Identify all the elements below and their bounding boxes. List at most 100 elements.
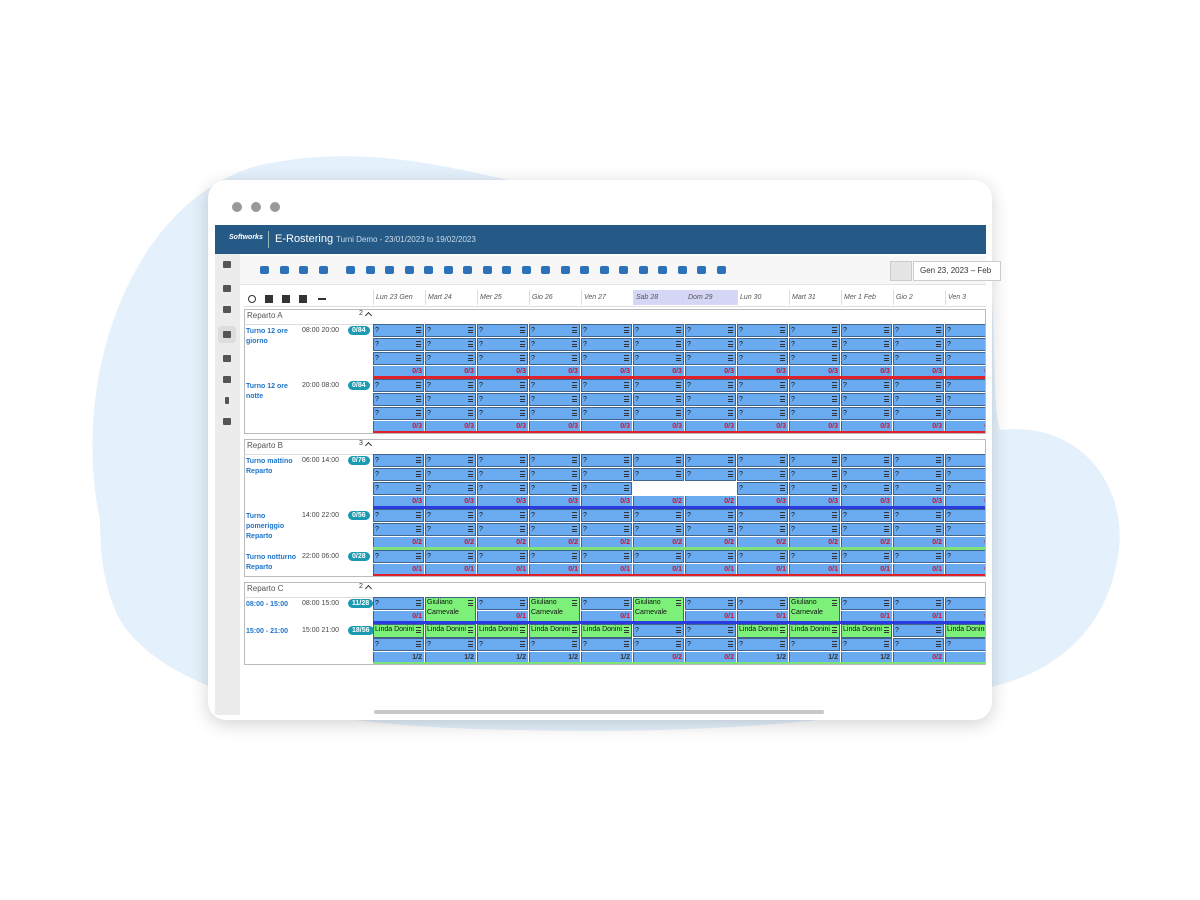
- toolbar-button[interactable]: [346, 266, 355, 274]
- cell-menu[interactable]: [416, 341, 421, 347]
- cell-menu[interactable]: [624, 457, 629, 463]
- roster-cell[interactable]: ?: [841, 352, 892, 365]
- roster-cell[interactable]: ?: [581, 324, 632, 337]
- roster-cell[interactable]: ?: [633, 454, 684, 467]
- cell-menu[interactable]: [728, 396, 733, 402]
- roster-cell[interactable]: ?: [633, 338, 684, 351]
- cell-menu[interactable]: [780, 396, 785, 402]
- roster-cell[interactable]: Linda Donini: [789, 624, 840, 638]
- roster-cell[interactable]: ?: [685, 597, 736, 610]
- cell-menu[interactable]: [416, 641, 421, 647]
- calendar-button[interactable]: [890, 261, 912, 281]
- cell-menu[interactable]: [624, 512, 629, 518]
- cell-menu[interactable]: [832, 471, 837, 477]
- cell-menu[interactable]: [520, 355, 525, 361]
- cell-menu[interactable]: [936, 627, 941, 633]
- roster-cell[interactable]: ?: [477, 638, 528, 651]
- roster-cell[interactable]: ?: [789, 324, 840, 337]
- toolbar-button[interactable]: [521, 266, 531, 274]
- roster-cell[interactable]: Linda Donini: [477, 624, 528, 638]
- roster-cell[interactable]: ?: [373, 638, 424, 651]
- cell-menu[interactable]: [884, 526, 889, 532]
- roster-cell[interactable]: ?: [477, 338, 528, 351]
- roster-cell[interactable]: ?: [581, 597, 632, 610]
- roster-cell[interactable]: ?: [893, 482, 944, 495]
- roster-cell[interactable]: ?: [737, 379, 788, 392]
- roster-cell[interactable]: ?: [893, 509, 944, 522]
- cell-menu[interactable]: [416, 327, 421, 333]
- cell-menu[interactable]: [728, 382, 733, 388]
- cell-menu[interactable]: [936, 341, 941, 347]
- roster-cell[interactable]: ?: [529, 454, 580, 467]
- cell-menu[interactable]: [936, 396, 941, 402]
- roster-cell[interactable]: ?: [737, 468, 788, 481]
- toolbar-button[interactable]: [658, 266, 667, 274]
- cell-menu[interactable]: [832, 553, 837, 559]
- toolbar-button[interactable]: [385, 266, 394, 274]
- roster-cell[interactable]: ?: [737, 393, 788, 406]
- roster-cell[interactable]: ?: [945, 468, 986, 481]
- cell-menu[interactable]: [936, 410, 941, 416]
- roster-cell[interactable]: ?: [633, 638, 684, 651]
- cell-menu[interactable]: [520, 641, 525, 647]
- roster-cell[interactable]: ?: [477, 379, 528, 392]
- roster-cell[interactable]: ?: [841, 597, 892, 610]
- roster-cell[interactable]: ?: [685, 393, 736, 406]
- roster-cell[interactable]: ?: [581, 523, 632, 536]
- roster-cell[interactable]: ?: [841, 550, 892, 563]
- cell-menu[interactable]: [572, 553, 577, 559]
- cell-menu[interactable]: [832, 355, 837, 361]
- roster-cell[interactable]: ?: [893, 454, 944, 467]
- roster-cell[interactable]: ?: [477, 523, 528, 536]
- cell-menu[interactable]: [624, 355, 629, 361]
- roster-cell[interactable]: ?: [737, 352, 788, 365]
- cell-menu[interactable]: [572, 341, 577, 347]
- roster-cell[interactable]: ?: [893, 393, 944, 406]
- roster-cell[interactable]: ?: [581, 468, 632, 481]
- cell-menu[interactable]: [676, 327, 681, 333]
- roster-cell[interactable]: ?: [633, 509, 684, 522]
- roster-cell[interactable]: ?: [581, 407, 632, 420]
- roster-cell[interactable]: ?: [789, 338, 840, 351]
- cell-menu[interactable]: [780, 457, 785, 463]
- roster-cell[interactable]: ?: [373, 393, 424, 406]
- roster-cell[interactable]: ?: [529, 468, 580, 481]
- roster-cell[interactable]: ?: [477, 482, 528, 495]
- toolbar-button[interactable]: [599, 266, 609, 274]
- roster-cell[interactable]: ?: [893, 550, 944, 563]
- calendar-icon[interactable]: [223, 331, 231, 338]
- toolbar-button[interactable]: [677, 266, 687, 274]
- roster-cell[interactable]: ?: [945, 638, 986, 651]
- roster-cell[interactable]: ?: [425, 509, 476, 522]
- roster-cell[interactable]: ?: [581, 509, 632, 522]
- roster-cell[interactable]: ?: [789, 482, 840, 495]
- roster-cell[interactable]: ?: [945, 509, 986, 522]
- cell-menu[interactable]: [780, 341, 785, 347]
- roster-cell[interactable]: ?: [529, 407, 580, 420]
- roster-cell[interactable]: ?: [373, 468, 424, 481]
- cell-menu[interactable]: [936, 382, 941, 388]
- cell-menu[interactable]: [676, 341, 681, 347]
- roster-cell[interactable]: ?: [529, 324, 580, 337]
- roster-cell[interactable]: ?: [633, 393, 684, 406]
- roster-cell[interactable]: ?: [685, 523, 736, 536]
- cell-menu[interactable]: [832, 382, 837, 388]
- cell-menu[interactable]: [780, 600, 785, 606]
- roster-cell[interactable]: Linda Donini: [529, 624, 580, 638]
- cell-menu[interactable]: [884, 553, 889, 559]
- building-icon[interactable]: [223, 376, 231, 383]
- cell-menu[interactable]: [572, 382, 577, 388]
- cell-menu[interactable]: [728, 471, 733, 477]
- cell-menu[interactable]: [520, 627, 525, 633]
- roster-cell[interactable]: ?: [789, 407, 840, 420]
- cell-menu[interactable]: [572, 355, 577, 361]
- cell-menu[interactable]: [884, 627, 889, 633]
- roster-cell[interactable]: ?: [789, 638, 840, 651]
- roster-cell[interactable]: ?: [789, 352, 840, 365]
- cell-menu[interactable]: [520, 553, 525, 559]
- cell-menu[interactable]: [832, 512, 837, 518]
- toolbar-button[interactable]: [365, 266, 375, 274]
- cell-menu[interactable]: [780, 526, 785, 532]
- cell-menu[interactable]: [572, 512, 577, 518]
- roster-cell[interactable]: ?: [529, 638, 580, 651]
